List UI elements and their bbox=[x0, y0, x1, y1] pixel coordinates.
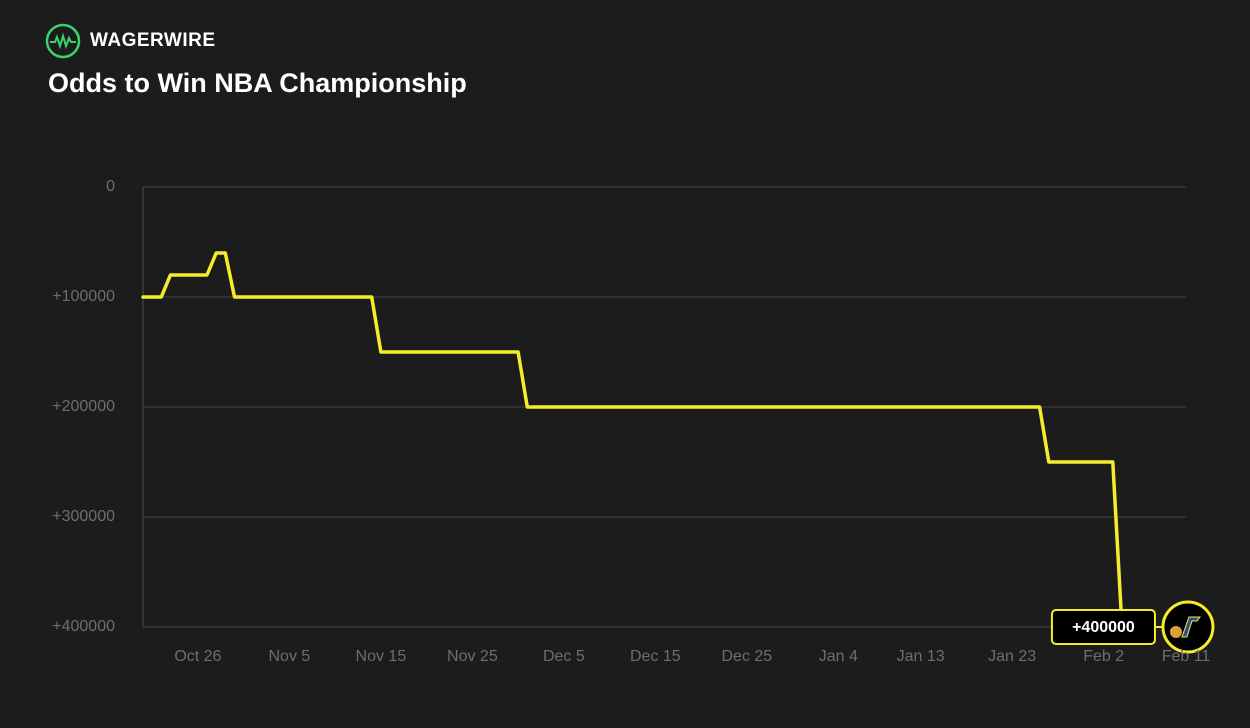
x-tick-label: Dec 15 bbox=[630, 648, 681, 665]
end-label: +400000 bbox=[1072, 619, 1135, 636]
line bbox=[141, 251, 1124, 629]
x-tick-label: Dec 25 bbox=[721, 648, 772, 665]
x-tick-label: Nov 5 bbox=[268, 648, 310, 665]
y-tick-label: +300000 bbox=[52, 508, 115, 525]
x-tick-label: Nov 15 bbox=[356, 648, 407, 665]
x-tick-label: Oct 26 bbox=[174, 648, 221, 665]
x-tick-label: Jan 4 bbox=[819, 648, 858, 665]
chart-title: Odds to Win NBA Championship bbox=[48, 68, 467, 98]
end-label-box bbox=[1050, 609, 1156, 645]
team-logo-ball bbox=[1169, 626, 1182, 638]
x-tick-label: Feb 2 bbox=[1083, 648, 1124, 665]
y-tick-label: +400000 bbox=[52, 618, 115, 635]
plot: +400000 bbox=[141, 251, 1215, 654]
y-tick-label: 0 bbox=[106, 178, 115, 195]
brand-logo bbox=[45, 23, 81, 59]
y-tick-label: +100000 bbox=[52, 288, 115, 305]
team-logo bbox=[1181, 616, 1201, 638]
y-tick-label: +200000 bbox=[52, 398, 115, 415]
x-tick-label: Jan 13 bbox=[897, 648, 945, 665]
x-tick-label: Feb 11 bbox=[1162, 648, 1211, 665]
x-tick-label: Jan 23 bbox=[988, 648, 1036, 665]
x-tick-label: Nov 25 bbox=[447, 648, 498, 665]
x-tick-label: Dec 5 bbox=[543, 648, 585, 665]
brand-name: WAGERWIRE bbox=[90, 30, 216, 51]
